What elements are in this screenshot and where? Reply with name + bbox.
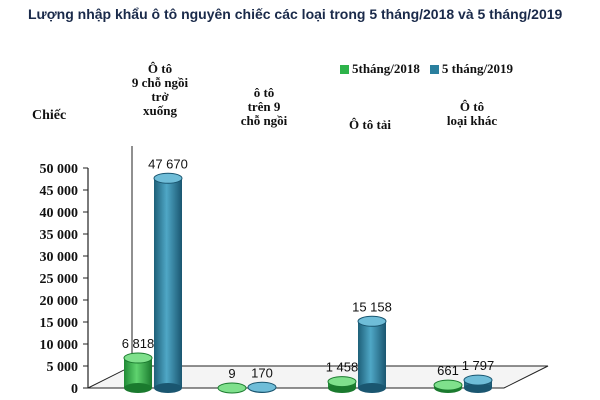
bar-top [433, 379, 463, 391]
bar-base [358, 383, 386, 393]
y-tick-label: 50 000 [40, 162, 79, 177]
bar-top [357, 315, 387, 327]
y-tick-label: 15 000 [40, 316, 79, 331]
data-label: 47 670 [148, 156, 188, 171]
category-label-1: Ô tô 9 chỗ ngồi trở xuống [131, 61, 189, 118]
bar-base [154, 383, 182, 393]
bar-top [327, 376, 357, 388]
legend-swatch-2019 [429, 64, 439, 74]
y-tick-label: 20 000 [40, 294, 79, 309]
bar-base [124, 383, 152, 393]
y-tick-label: 10 000 [40, 338, 79, 353]
legend-swatch-2018 [340, 64, 349, 74]
legend-label-2018: 5tháng/2018 [352, 61, 420, 76]
y-tick-label: 40 000 [40, 206, 79, 221]
bar-top [247, 381, 277, 393]
category-label-4: Ô tô loại khác [446, 99, 498, 128]
chart-title: Lượng nhập khẩu ô tô nguyên chiếc các lo… [28, 6, 563, 22]
bar-top [153, 172, 183, 184]
category-label-3: Ô tô tải [349, 117, 391, 132]
data-label: 6 818 [122, 336, 155, 351]
bar-top [463, 374, 493, 386]
bar-top [217, 382, 247, 394]
y-tick-label: 5 000 [47, 360, 79, 375]
y-tick-label: 25 000 [40, 272, 79, 287]
legend: 5tháng/2018 5 tháng/2019 [340, 61, 513, 77]
y-tick-label: 45 000 [40, 184, 79, 199]
data-label: 661 [437, 363, 459, 378]
y-tick-label: 30 000 [40, 250, 79, 265]
data-label: 9 [228, 366, 235, 381]
bar-base [464, 383, 492, 393]
category-label-2: ô tô trên 9 chỗ ngồi [240, 85, 288, 128]
data-label: 1 797 [462, 358, 495, 373]
legend-label-2019: 5 tháng/2019 [441, 61, 514, 76]
data-label: 15 158 [352, 299, 392, 314]
bar-top [123, 352, 153, 364]
data-label: 1 458 [326, 360, 359, 375]
bar [358, 321, 386, 388]
y-axis-unit-label: Chiếc [32, 108, 67, 123]
bar [154, 178, 182, 388]
y-tick-label: 0 [71, 382, 78, 397]
y-tick-label: 35 000 [40, 228, 79, 243]
data-label: 170 [251, 365, 273, 380]
